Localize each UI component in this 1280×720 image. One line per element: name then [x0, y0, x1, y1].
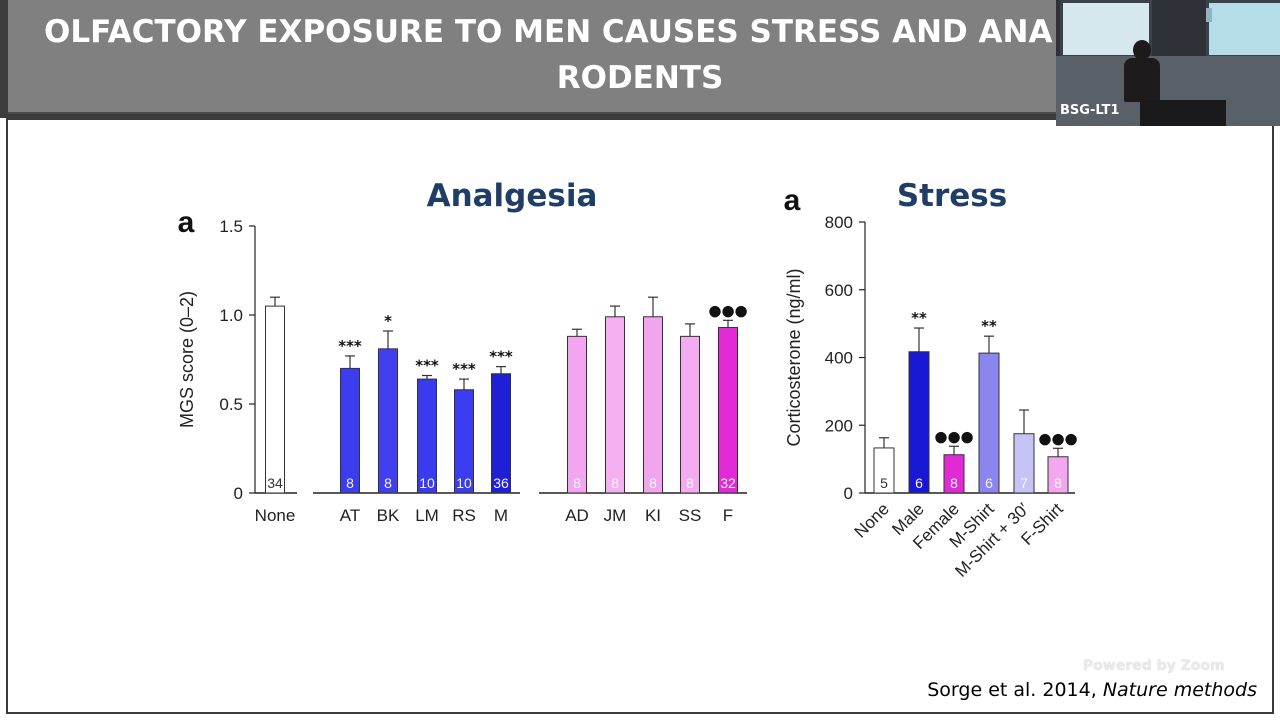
chart1-bar-n-label: 10	[419, 475, 435, 491]
chart1-y-tick-label: 0	[234, 484, 243, 503]
chart1-bar-n-label: 8	[686, 475, 694, 491]
chart1-significance-marker: ***	[452, 360, 476, 378]
chart2-bar	[943, 454, 965, 494]
chart1-y-tick-label: 1.5	[219, 217, 243, 236]
chart1-bar-n-label: 8	[573, 475, 581, 491]
slide-title-line2: RODENTS	[556, 60, 724, 96]
zoom-watermark: Powered by Zoom	[1083, 658, 1225, 674]
citation: Sorge et al. 2014, Nature methods	[927, 679, 1257, 701]
chart1-bar	[454, 389, 474, 494]
speaker-head	[1133, 40, 1151, 60]
chart2-bar	[873, 447, 895, 494]
chart1-significance-marker: ***	[338, 337, 362, 355]
chart2-bar	[1013, 433, 1035, 494]
chart1-bar	[680, 335, 700, 494]
chart1-bar-n-label: 8	[384, 475, 392, 491]
chart2-y-axis-label: Corticosterone (ng/ml)	[784, 268, 804, 446]
chart2-y-tick-label: 600	[825, 281, 853, 300]
chart1-bar	[417, 378, 437, 494]
speaker-body	[1124, 58, 1160, 102]
chart1-significance-marker: *	[384, 312, 392, 330]
chart2-bar-n-label: 6	[915, 475, 923, 491]
chart1-bar	[643, 316, 663, 494]
chart1-bar-n-label: 10	[456, 475, 472, 491]
chart2-significance-marker: ●●●	[1038, 429, 1077, 447]
chart1-category-label: M	[494, 506, 508, 525]
chart2-significance-marker: **	[911, 309, 927, 327]
citation-authors: Sorge et al. 2014,	[927, 679, 1103, 701]
chart1-bar-n-label: 8	[611, 475, 619, 491]
chart1-category-label: SS	[679, 506, 702, 525]
chart1-category-label: F	[723, 506, 733, 525]
chart1-bar	[718, 326, 738, 494]
chart2-bar-n-label: 6	[985, 475, 993, 491]
chart2-y-tick-label: 200	[825, 416, 853, 435]
chart2-panel-letter: a	[784, 184, 801, 217]
chart1-bar	[265, 305, 285, 494]
chart2-bar-n-label: 8	[1054, 475, 1062, 491]
chart2-significance-marker: **	[981, 317, 997, 335]
chart1-category-label: BK	[377, 506, 400, 525]
video-projector-screen-right	[1206, 0, 1280, 58]
chart1-category-label: RS	[452, 506, 476, 525]
chart2-bar	[908, 351, 930, 494]
chart1-y-axis-label: MGS score (0–2)	[177, 291, 197, 428]
video-lectern	[1140, 100, 1226, 126]
chart1-significance-marker: ***	[489, 348, 513, 366]
chart2-y-tick-label: 800	[825, 213, 853, 232]
chart2-bar	[978, 352, 1000, 494]
video-screen-graphic	[1206, 8, 1212, 22]
citation-journal: Nature methods	[1102, 679, 1257, 701]
chart2-category-label: None	[851, 499, 893, 541]
chart1-title: Analgesia	[427, 178, 598, 214]
chart1-bar-n-label: 8	[346, 475, 354, 491]
chart1-category-label: AD	[565, 506, 589, 525]
chart1-y-tick-label: 1.0	[219, 306, 243, 325]
chart2-y-tick-label: 400	[825, 349, 853, 368]
chart2-y-tick-label: 0	[844, 484, 853, 503]
chart1-bar-n-label: 8	[649, 475, 657, 491]
chart1-y-tick-label: 0.5	[219, 395, 243, 414]
chart1-significance-marker: ***	[415, 357, 439, 375]
chart2-bar	[1047, 456, 1069, 494]
chart1-bar	[378, 348, 398, 494]
chart1-category-label: JM	[604, 506, 627, 525]
slide-body	[6, 118, 1274, 714]
chart1-bar	[567, 335, 587, 494]
chart1-bar	[340, 367, 360, 494]
chart1-category-label: AT	[340, 506, 360, 525]
chart2-significance-marker: ●●●	[934, 427, 973, 445]
chart1-bar-n-label: 34	[267, 475, 283, 491]
chart2-title: Stress	[897, 178, 1007, 214]
chart1-panel-letter: a	[178, 206, 195, 239]
chart1-bar	[491, 373, 511, 494]
video-room-label: BSG-LT1	[1060, 103, 1120, 118]
chart2-bar-n-label: 7	[1020, 475, 1028, 491]
chart1-category-label: KI	[645, 506, 661, 525]
chart1-category-label: None	[255, 506, 296, 525]
slide-title-line1: OLFACTORY EXPOSURE TO MEN CAUSES STRESS …	[44, 14, 1053, 50]
chart1-bar-n-label: 36	[493, 475, 509, 491]
speaker-video-thumbnail[interactable]: BSG-LT1	[1056, 0, 1280, 126]
chart2-bar-n-label: 5	[880, 475, 888, 491]
chart1-bar-n-label: 32	[720, 475, 736, 491]
chart2-bar-n-label: 8	[950, 475, 958, 491]
chart1-significance-marker: ●●●	[708, 301, 747, 319]
chart1-category-label: LM	[415, 506, 439, 525]
chart1-bar	[605, 316, 625, 494]
